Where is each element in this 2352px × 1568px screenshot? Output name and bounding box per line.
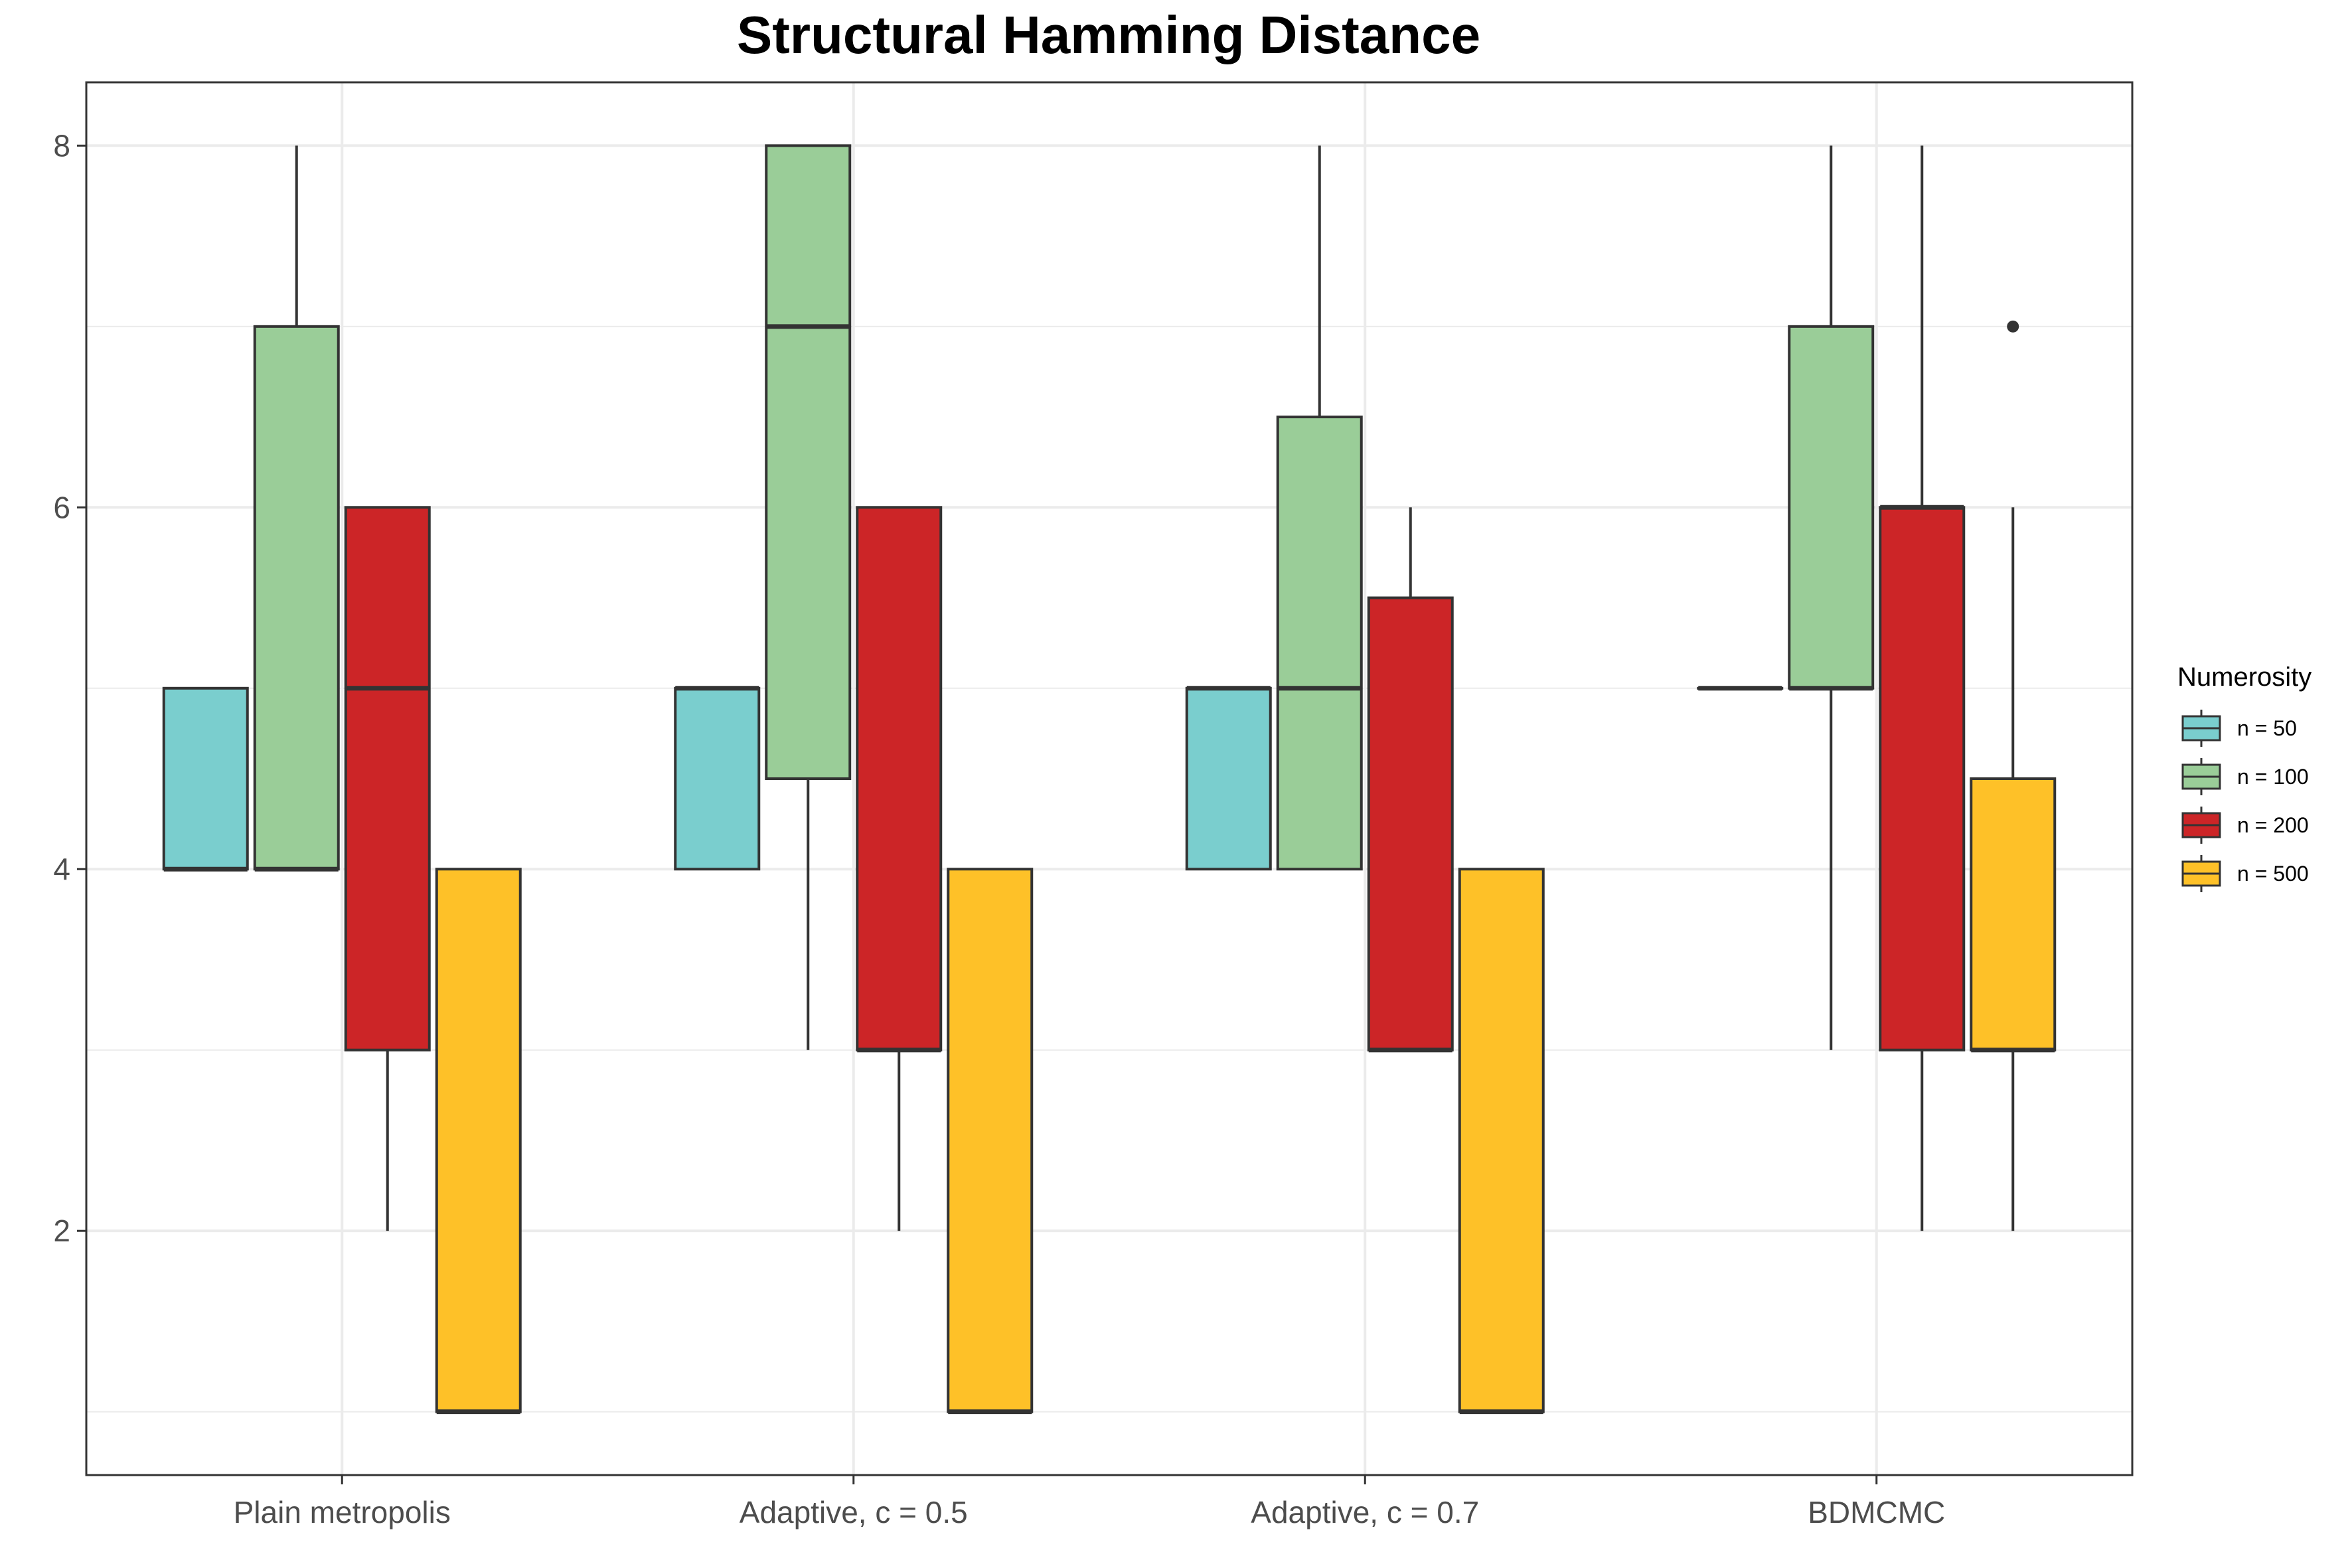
- legend-item-3: n = 500: [2181, 855, 2309, 892]
- chart-title: Structural Hamming Distance: [737, 5, 1480, 64]
- plot-border: [85, 81, 2134, 1476]
- legend-item-1: n = 100: [2181, 758, 2309, 795]
- box-body: [435, 868, 522, 1413]
- x-tick-label: Adaptive, c = 0.7: [1251, 1495, 1479, 1529]
- box-body: [856, 506, 943, 1052]
- box-body: [1788, 325, 1875, 690]
- box-1-1: [765, 144, 852, 1050]
- box-body: [674, 686, 761, 871]
- x-tick-label: BDMCMC: [1808, 1495, 1945, 1529]
- legend-label: n = 500: [2237, 862, 2309, 886]
- box-body: [1970, 777, 2057, 1052]
- legend-label: n = 50: [2237, 716, 2297, 740]
- boxes: [162, 144, 2057, 1415]
- box-body: [1276, 416, 1363, 871]
- box-body: [1458, 868, 1545, 1413]
- legend-title: Numerosity: [2177, 663, 2312, 692]
- box-body: [344, 506, 431, 1052]
- x-tick-label: Plain metropolis: [234, 1495, 451, 1529]
- box-3-3: [1970, 320, 2057, 1231]
- box-body: [1367, 596, 1454, 1052]
- y-tick-label: 2: [53, 1214, 70, 1248]
- box-2-2: [1367, 507, 1454, 1053]
- box-2-1: [856, 506, 943, 1231]
- legend-label: n = 200: [2237, 813, 2309, 837]
- y-tick-label: 8: [53, 128, 70, 163]
- box-body: [765, 144, 852, 780]
- x-axis: Plain metropolis Adaptive, c = 0.5 Adaptiv…: [234, 1475, 1945, 1529]
- box-3-2: [1458, 868, 1545, 1415]
- y-tick-label: 4: [53, 852, 70, 886]
- legend: Numerosity n = 50 n = 100 n = 200 n = 500: [2177, 663, 2312, 892]
- box-1-0: [253, 145, 340, 872]
- legend-item-0: n = 50: [2181, 710, 2297, 747]
- y-axis: 2 4 6 8: [53, 128, 86, 1248]
- box-0-2: [1185, 686, 1272, 871]
- box-2-0: [344, 506, 431, 1231]
- box-0-1: [674, 686, 761, 871]
- box-3-1: [947, 868, 1034, 1415]
- legend-item-2: n = 200: [2181, 807, 2309, 844]
- box-0-0: [162, 686, 249, 872]
- box-body: [1185, 686, 1272, 871]
- box-body: [947, 868, 1034, 1413]
- plot-area: 2 4 6 8 Plain metropolis Adaptive, c = 0.5 Ada…: [53, 81, 2134, 1529]
- outlier-point: [2007, 320, 2019, 333]
- box-3-0: [435, 868, 522, 1415]
- box-1-3: [1788, 145, 1875, 1050]
- legend-label: n = 100: [2237, 765, 2309, 789]
- box-2-3: [1879, 145, 1966, 1231]
- box-body: [1879, 506, 1966, 1052]
- box-body: [162, 686, 249, 871]
- box-1-2: [1276, 145, 1363, 871]
- y-tick-label: 6: [53, 490, 70, 524]
- box-body: [253, 325, 340, 871]
- x-tick-label: Adaptive, c = 0.5: [740, 1495, 968, 1529]
